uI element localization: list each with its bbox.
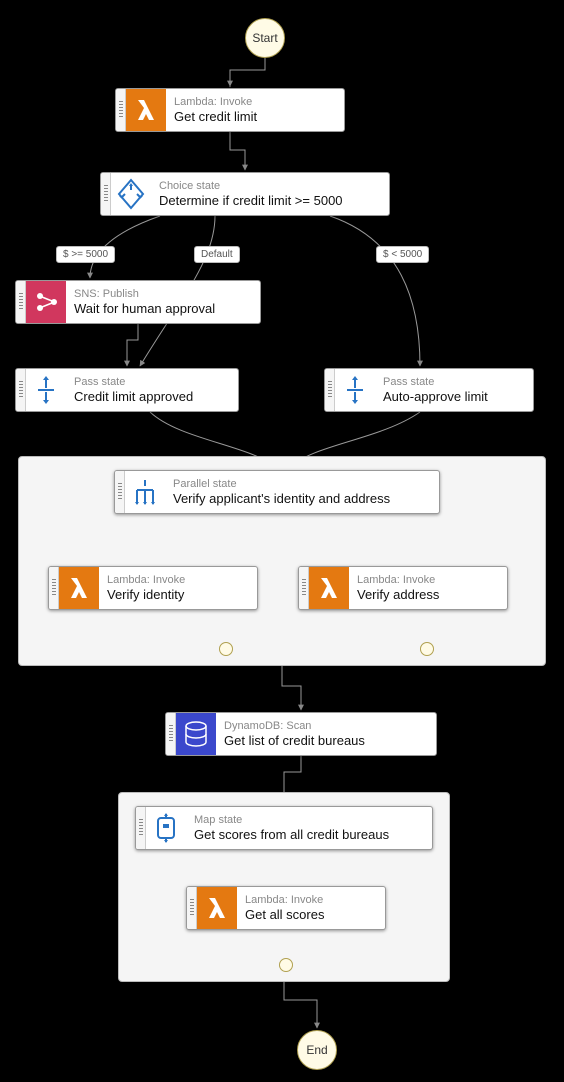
node-type-label: Lambda: Invoke	[245, 894, 324, 907]
drag-handle-icon[interactable]	[116, 89, 126, 131]
node-title-label: Get list of credit bureaus	[224, 733, 365, 749]
node-getCreditLimit[interactable]: Lambda: Invoke Get credit limit	[115, 88, 345, 132]
node-getAllScores[interactable]: Lambda: Invoke Get all scores	[186, 886, 386, 930]
node-title-label: Verify address	[357, 587, 439, 603]
node-type-label: Lambda: Invoke	[357, 574, 439, 587]
edge-label-default: Default	[194, 246, 240, 263]
drag-handle-icon[interactable]	[136, 807, 146, 849]
node-type-label: Choice state	[159, 180, 343, 193]
branch-end-1	[219, 642, 233, 656]
edge-label-text: Default	[201, 249, 233, 260]
start-terminal: Start	[245, 18, 285, 58]
drag-handle-icon[interactable]	[49, 567, 59, 609]
parallel-icon	[125, 471, 165, 513]
node-title-label: Verify applicant's identity and address	[173, 491, 390, 507]
drag-handle-icon[interactable]	[299, 567, 309, 609]
dynamodb-icon	[176, 713, 216, 755]
node-parallelHeader[interactable]: Parallel state Verify applicant's identi…	[114, 470, 440, 514]
node-title-label: Determine if credit limit >= 5000	[159, 193, 343, 209]
node-title-label: Auto-approve limit	[383, 389, 488, 405]
node-type-label: Parallel state	[173, 478, 390, 491]
map-icon	[146, 807, 186, 849]
node-determine[interactable]: Choice state Determine if credit limit >…	[100, 172, 390, 216]
drag-handle-icon[interactable]	[166, 713, 176, 755]
pass-icon	[26, 369, 66, 411]
node-type-label: Lambda: Invoke	[107, 574, 185, 587]
start-label: Start	[252, 31, 277, 45]
node-type-label: DynamoDB: Scan	[224, 720, 365, 733]
edge-label-ge5000: $ >= 5000	[56, 246, 115, 263]
node-title-label: Verify identity	[107, 587, 185, 603]
node-verifyIdentity[interactable]: Lambda: Invoke Verify identity	[48, 566, 258, 610]
edge-label-text: $ >= 5000	[63, 249, 108, 260]
node-creditApproved[interactable]: Pass state Credit limit approved	[15, 368, 239, 412]
node-title-label: Credit limit approved	[74, 389, 193, 405]
edge-label-lt5000: $ < 5000	[376, 246, 429, 263]
drag-handle-icon[interactable]	[187, 887, 197, 929]
node-title-label: Get credit limit	[174, 109, 257, 125]
node-autoApprove[interactable]: Pass state Auto-approve limit	[324, 368, 534, 412]
node-verifyAddress[interactable]: Lambda: Invoke Verify address	[298, 566, 508, 610]
lambda-icon	[59, 567, 99, 609]
pass-icon	[335, 369, 375, 411]
drag-handle-icon[interactable]	[16, 369, 26, 411]
node-mapHeader[interactable]: Map state Get scores from all credit bur…	[135, 806, 433, 850]
node-type-label: Lambda: Invoke	[174, 96, 257, 109]
drag-handle-icon[interactable]	[101, 173, 111, 215]
node-type-label: Pass state	[383, 376, 488, 389]
drag-handle-icon[interactable]	[115, 471, 125, 513]
node-waitApproval[interactable]: SNS: Publish Wait for human approval	[15, 280, 261, 324]
node-type-label: SNS: Publish	[74, 288, 215, 301]
lambda-icon	[309, 567, 349, 609]
drag-handle-icon[interactable]	[325, 369, 335, 411]
node-dynamoScan[interactable]: DynamoDB: Scan Get list of credit bureau…	[165, 712, 437, 756]
drag-handle-icon[interactable]	[16, 281, 26, 323]
node-type-label: Pass state	[74, 376, 193, 389]
branch-end-2	[420, 642, 434, 656]
node-title-label: Get all scores	[245, 907, 324, 923]
lambda-icon	[126, 89, 166, 131]
lambda-icon	[197, 887, 237, 929]
node-title-label: Get scores from all credit bureaus	[194, 827, 389, 843]
sns-icon	[26, 281, 66, 323]
node-title-label: Wait for human approval	[74, 301, 215, 317]
end-label: End	[306, 1043, 327, 1057]
map-iteration-end	[279, 958, 293, 972]
end-terminal: End	[297, 1030, 337, 1070]
node-type-label: Map state	[194, 814, 389, 827]
edge-label-text: $ < 5000	[383, 249, 422, 260]
choice-icon	[111, 173, 151, 215]
